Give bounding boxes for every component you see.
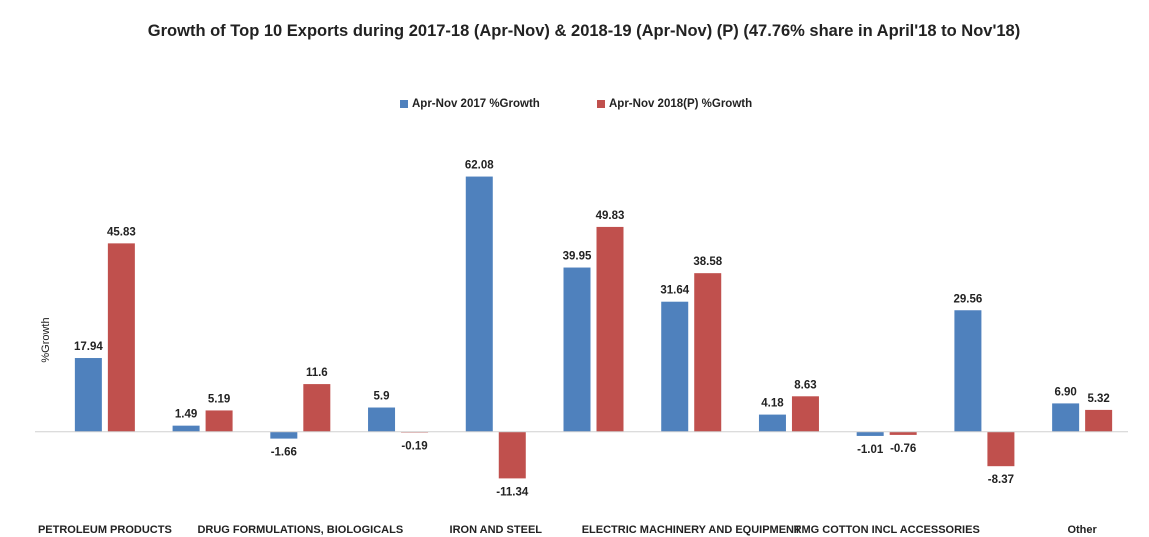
bar — [368, 407, 396, 432]
bar — [498, 431, 526, 479]
bar — [987, 431, 1015, 467]
data-label: 62.08 — [465, 160, 494, 172]
bar — [270, 431, 298, 439]
y-axis-label: %Growth — [40, 317, 52, 362]
x-tick-label: RMG COTTON INCL ACCESSORIES — [794, 524, 980, 536]
data-label: -0.76 — [890, 443, 916, 455]
bar — [172, 425, 200, 432]
bar — [74, 358, 102, 432]
data-label: 8.63 — [794, 379, 816, 391]
x-tick-label: Other — [1067, 524, 1097, 536]
data-label: 11.6 — [306, 367, 328, 379]
bar — [596, 226, 624, 432]
x-tick-label: DRUG FORMULATIONS, BIOLOGICALS — [197, 524, 403, 536]
x-tick-label: IRON AND STEEL — [450, 524, 543, 536]
bar — [563, 267, 591, 432]
x-tick-label: PETROLEUM PRODUCTS — [38, 524, 172, 536]
data-label: -1.01 — [857, 444, 884, 456]
bar — [303, 384, 331, 432]
bar — [205, 410, 233, 432]
data-label: 49.83 — [596, 210, 625, 222]
legend-label: Apr-Nov 2017 %Growth — [412, 98, 540, 110]
data-label: 29.56 — [954, 293, 983, 305]
data-label: 4.18 — [761, 398, 784, 410]
bar — [758, 414, 786, 432]
legend-label: Apr-Nov 2018(P) %Growth — [609, 98, 752, 110]
data-label: 39.95 — [563, 251, 592, 263]
bar — [661, 301, 689, 432]
bar — [694, 273, 722, 432]
bar — [954, 310, 982, 432]
bar — [856, 431, 884, 436]
bar — [889, 431, 917, 435]
data-label: 5.19 — [208, 393, 230, 405]
data-label: -8.37 — [988, 474, 1014, 486]
data-label: 5.9 — [374, 391, 390, 403]
bar — [1085, 409, 1113, 432]
bar — [791, 396, 819, 432]
bar — [1052, 403, 1080, 432]
chart-title: Growth of Top 10 Exports during 2017-18 … — [147, 22, 1021, 40]
x-tick-label: ELECTRIC MACHINERY AND EQUIPMENT — [582, 524, 801, 536]
data-label: 5.32 — [1087, 393, 1109, 405]
data-label: 38.58 — [693, 256, 722, 268]
data-label: 1.49 — [175, 409, 197, 421]
data-label: -0.19 — [401, 441, 427, 453]
data-label: 45.83 — [107, 226, 136, 238]
bar — [107, 243, 135, 432]
data-label: 6.90 — [1054, 386, 1076, 398]
data-label: -11.34 — [496, 486, 529, 498]
legend-swatch — [400, 100, 408, 108]
data-label: 31.64 — [660, 285, 689, 297]
data-label: 17.94 — [74, 341, 103, 353]
legend-swatch — [597, 100, 605, 108]
data-label: -1.66 — [271, 447, 297, 459]
bar — [465, 176, 493, 432]
